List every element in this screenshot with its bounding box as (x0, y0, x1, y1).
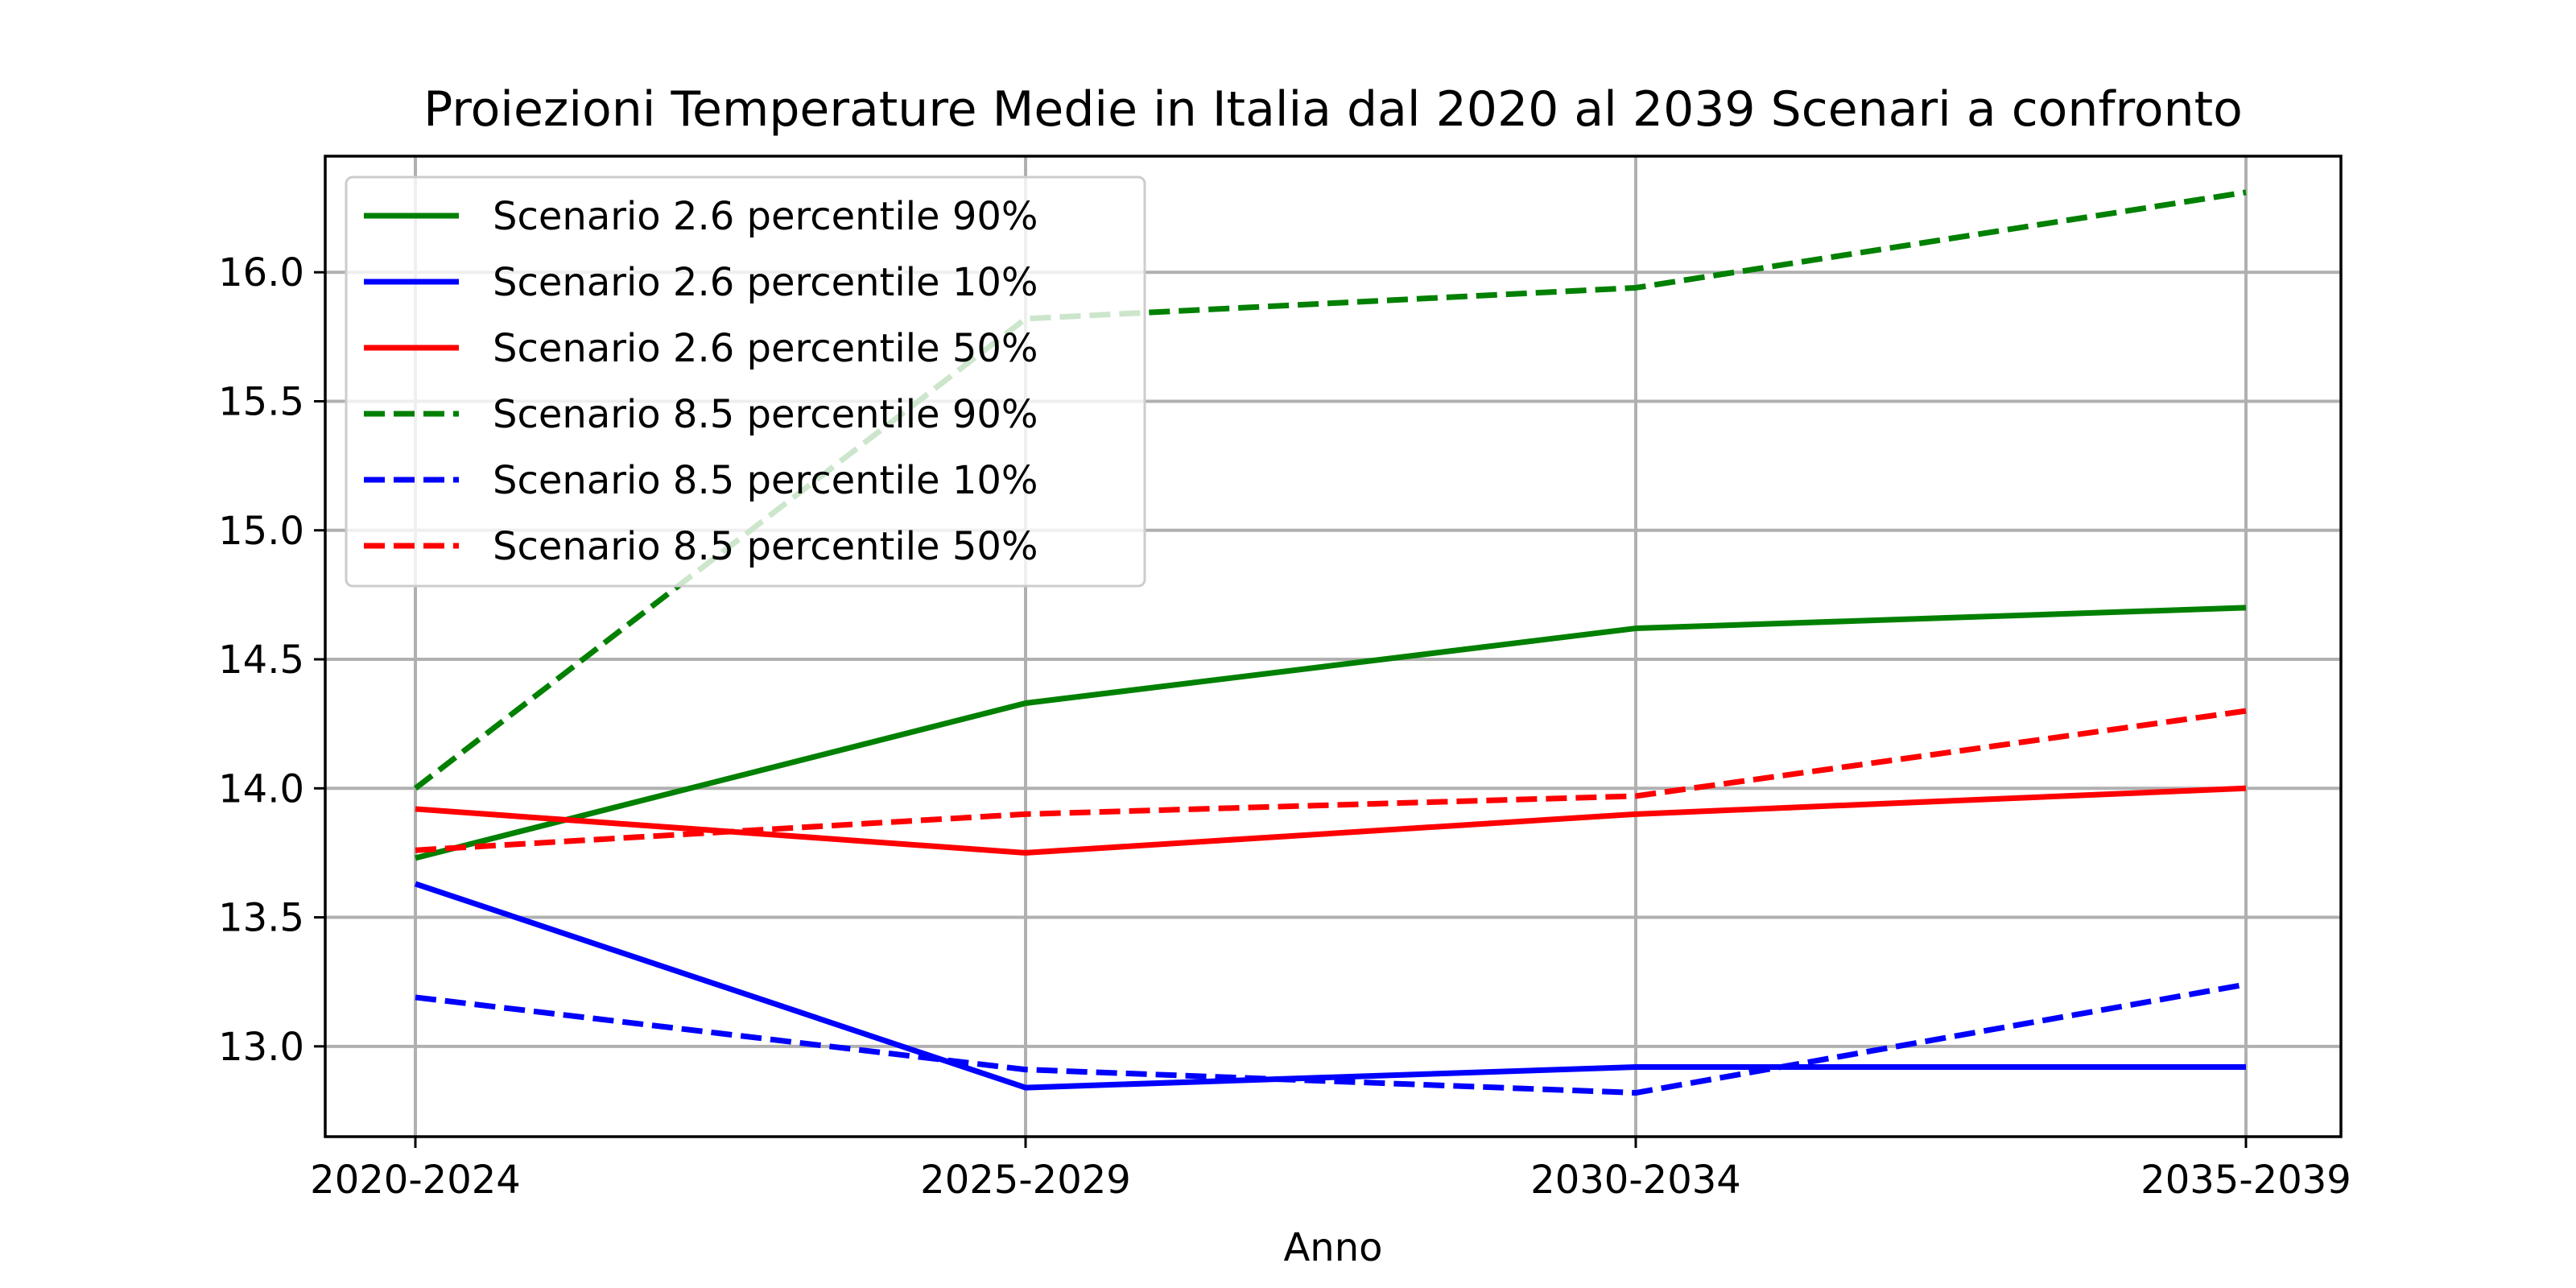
legend-label-5: Scenario 8.5 percentile 10% (493, 458, 1038, 503)
series-line-3 (415, 785, 2247, 856)
x-tick-label: 2020-2024 (310, 1158, 521, 1203)
legend-box (345, 175, 1146, 588)
y-tick-label: 15.5 (218, 380, 304, 425)
legend-label-2: Scenario 2.6 percentile 10% (493, 260, 1038, 305)
series-lines (413, 189, 2247, 1096)
legend-label-4: Scenario 8.5 percentile 90% (493, 392, 1038, 437)
legend: Scenario 2.6 percentile 90% Scenario 2.6 … (345, 175, 1146, 588)
y-tick-label: 14.5 (218, 638, 304, 683)
y-tick-label: 13.5 (218, 896, 304, 941)
series-line-1 (415, 605, 2247, 861)
y-tick-label: 14.0 (218, 766, 304, 811)
series-line-4 (413, 189, 2247, 791)
y-tick-label: 15.0 (218, 509, 304, 554)
x-tick-label: 2030-2034 (1530, 1158, 1741, 1203)
series-line-2 (414, 881, 2246, 1091)
legend-label-3: Scenario 2.6 percentile 50% (493, 326, 1038, 371)
x-tick-label: 2025-2029 (920, 1158, 1131, 1203)
x-axis-label: Anno (1283, 1225, 1382, 1270)
x-tick-label: 2035-2039 (2140, 1158, 2351, 1203)
axis-ticks: 2020-2024 2025-2029 2030-2034 2035-2039 13.0… (218, 250, 2351, 1203)
series-line-5 (415, 981, 2247, 1096)
y-tick-label: 16.0 (218, 250, 304, 295)
legend-label-6: Scenario 8.5 percentile 50% (493, 524, 1038, 569)
y-tick-label: 13.0 (218, 1025, 304, 1070)
chart-title: Proiezioni Temperature Medie in Italia d… (423, 81, 2243, 138)
legend-label-1: Scenario 2.6 percentile 90% (493, 194, 1038, 239)
series-line-6 (415, 708, 2247, 853)
plot-frame (324, 155, 2343, 1138)
